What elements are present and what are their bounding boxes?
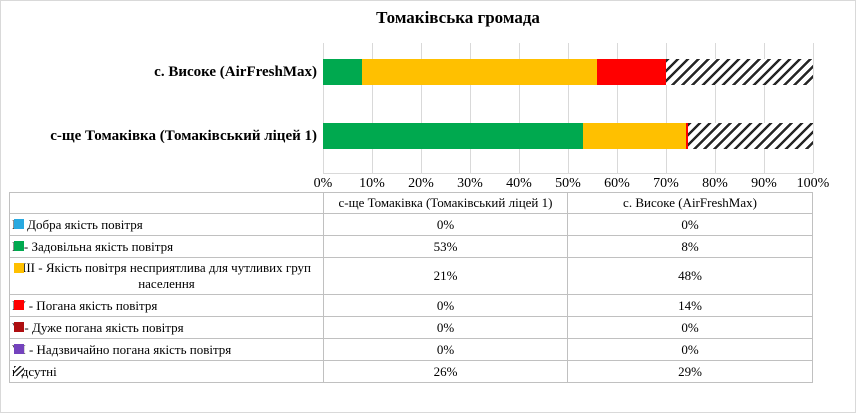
table-row: V - Дуже погана якість повітря 0% 0% bbox=[9, 316, 813, 339]
bar-segment-yellow bbox=[582, 123, 686, 149]
table-value-cell: 53% bbox=[323, 235, 568, 258]
x-axis: 0% 10% 20% 30% 40% 50% 60% 70% 80% 90% 100% bbox=[314, 176, 830, 192]
table-value-cell: 0% bbox=[567, 316, 813, 339]
legend-label-cell: II - Задовільна якість повітря bbox=[9, 235, 324, 258]
bar-segment-green bbox=[323, 123, 583, 149]
table-value-cell: 0% bbox=[323, 316, 568, 339]
legend-label: III - Якість повітря несприятлива для чу… bbox=[22, 260, 311, 291]
table-value-cell: 14% bbox=[567, 294, 813, 317]
legend-key-green-icon bbox=[14, 241, 24, 251]
legend-label-cell: VI - Надзвичайно погана якість повітря bbox=[9, 338, 324, 361]
table-value-cell: 0% bbox=[567, 338, 813, 361]
table-row: відсутні 26% 29% bbox=[9, 360, 813, 383]
bar-segment-yellow bbox=[362, 59, 598, 85]
table-value-cell: 26% bbox=[323, 360, 568, 383]
table-value-cell: 0% bbox=[323, 294, 568, 317]
bar-segment-red bbox=[597, 59, 666, 85]
gridline bbox=[568, 43, 569, 173]
data-table: с-ще Томаківка (Томаківський ліцей 1) с.… bbox=[9, 192, 813, 383]
category-label: с. Високе (AirFreshMax) bbox=[154, 64, 317, 80]
table-corner-cell bbox=[9, 192, 324, 214]
gridline bbox=[323, 43, 324, 173]
gridline bbox=[519, 43, 520, 173]
table-row: IV - Погана якість повітря 0% 14% bbox=[9, 294, 813, 317]
gridline bbox=[617, 43, 618, 173]
table-row: VI - Надзвичайно погана якість повітря 0%… bbox=[9, 338, 813, 361]
x-axis-tick: 10% bbox=[359, 176, 385, 191]
x-axis-tick: 60% bbox=[604, 176, 630, 191]
legend-label-cell: I - Добра якість повітря bbox=[9, 213, 324, 236]
bar-row bbox=[323, 59, 813, 85]
bar-segment-green bbox=[323, 59, 363, 85]
legend-key-dark_red-icon bbox=[14, 322, 24, 332]
table-value-cell: 0% bbox=[323, 338, 568, 361]
gridline bbox=[764, 43, 765, 173]
gridline bbox=[421, 43, 422, 173]
x-axis-tick: 70% bbox=[653, 176, 679, 191]
table-column-header: с. Високе (AirFreshMax) bbox=[567, 192, 813, 214]
x-axis-tick: 50% bbox=[555, 176, 581, 191]
table-value-cell: 0% bbox=[567, 213, 813, 236]
table-value-cell: 21% bbox=[323, 257, 568, 295]
legend-key-red-icon bbox=[14, 300, 24, 310]
legend-key-purple-icon bbox=[14, 344, 24, 354]
table-value-cell: 48% bbox=[567, 257, 813, 295]
gridline bbox=[666, 43, 667, 173]
plot-area bbox=[323, 43, 814, 174]
legend-label-cell: V - Дуже погана якість повітря bbox=[9, 316, 324, 339]
legend-label: V - Дуже погана якість повітря bbox=[12, 319, 184, 335]
bar-segment-hatch bbox=[665, 59, 813, 85]
x-axis-tick: 40% bbox=[506, 176, 532, 191]
gridline bbox=[715, 43, 716, 173]
legend-label: VI - Надзвичайно погана якість повітря bbox=[12, 341, 232, 357]
table-value-cell: 8% bbox=[567, 235, 813, 258]
bar-segment-red bbox=[685, 123, 689, 149]
table-value-cell: 29% bbox=[567, 360, 813, 383]
legend-key-blue-icon bbox=[14, 219, 24, 229]
gridline bbox=[813, 43, 814, 173]
legend-label: I - Добра якість повітря bbox=[12, 216, 143, 232]
bar-row bbox=[323, 123, 813, 149]
legend-label: II - Задовільна якість повітря bbox=[12, 238, 174, 254]
chart-title: Томаківська громада bbox=[376, 8, 540, 27]
x-axis-tick: 90% bbox=[751, 176, 777, 191]
legend-label: IV - Погана якість повітря bbox=[12, 297, 158, 313]
table-value-cell: 0% bbox=[323, 213, 568, 236]
x-axis-tick: 20% bbox=[408, 176, 434, 191]
legend-label-cell: відсутні bbox=[9, 360, 324, 383]
table-header-row: с-ще Томаківка (Томаківський ліцей 1) с.… bbox=[9, 192, 813, 214]
table-row: III - Якість повітря несприятлива для чу… bbox=[9, 257, 813, 295]
legend-key-hatch-icon bbox=[14, 366, 24, 376]
x-axis-tick: 80% bbox=[702, 176, 728, 191]
bar-segment-hatch bbox=[688, 123, 813, 149]
x-axis-tick: 0% bbox=[313, 176, 333, 191]
legend-label-cell: III - Якість повітря несприятлива для чу… bbox=[9, 257, 324, 295]
gridline bbox=[372, 43, 373, 173]
category-label: с-ще Томаківка (Томаківський ліцей 1) bbox=[50, 128, 317, 144]
legend-key-yellow-icon bbox=[14, 263, 24, 273]
x-axis-tick: 30% bbox=[457, 176, 483, 191]
table-column-header: с-ще Томаківка (Томаківський ліцей 1) bbox=[323, 192, 568, 214]
legend-label-cell: IV - Погана якість повітря bbox=[9, 294, 324, 317]
table-row: I - Добра якість повітря 0% 0% bbox=[9, 213, 813, 236]
x-axis-tick: 100% bbox=[796, 176, 830, 191]
gridline bbox=[470, 43, 471, 173]
table-row: II - Задовільна якість повітря 53% 8% bbox=[9, 235, 813, 258]
